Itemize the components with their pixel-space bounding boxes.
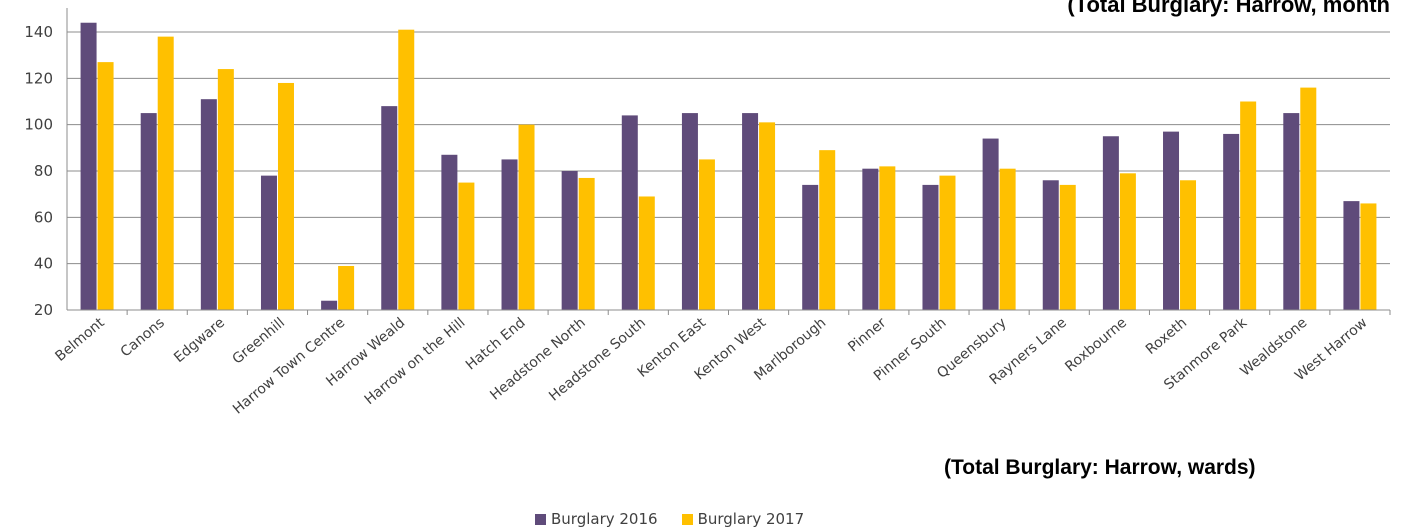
x-tick-label: Roxeth <box>1143 315 1190 358</box>
bar-2017 <box>157 36 174 311</box>
bar-2017 <box>1300 87 1317 310</box>
bar-2017 <box>398 29 415 311</box>
bar-2016 <box>982 138 999 310</box>
x-tick-label: Greenhill <box>230 315 289 368</box>
bar-2016 <box>260 175 277 310</box>
bar-2016 <box>441 154 458 310</box>
legend-item-2016: Burglary 2016 <box>535 510 658 528</box>
x-tick-label: Belmont <box>52 314 108 364</box>
legend-label-2016: Burglary 2016 <box>551 510 658 528</box>
bar-2017 <box>578 177 595 310</box>
bar-2016 <box>140 113 157 310</box>
bar-2017 <box>999 168 1016 310</box>
legend-item-2017: Burglary 2017 <box>681 510 805 528</box>
bar-2017 <box>759 122 776 310</box>
bar-2016 <box>681 113 698 310</box>
bar-2016 <box>1223 133 1240 310</box>
bar-2016 <box>1042 180 1059 310</box>
bar-2016 <box>621 115 638 311</box>
bar-2017 <box>217 69 234 310</box>
bar-2016 <box>501 159 518 310</box>
y-axis: 20 40 60 80 100 120 140 <box>24 8 68 319</box>
bar-2017 <box>1180 180 1197 310</box>
y-tick-label: 120 <box>24 69 53 87</box>
legend-label-2017: Burglary 2017 <box>697 510 805 528</box>
bar-2016 <box>1283 113 1300 310</box>
bar-2017 <box>638 196 655 310</box>
bar-2016 <box>1343 201 1360 310</box>
x-tick-label: Pinner <box>845 315 889 356</box>
bar-2017 <box>97 62 114 310</box>
bar-2017 <box>698 159 715 310</box>
bar-2016 <box>381 106 398 310</box>
bar-2017 <box>1059 184 1076 310</box>
y-tick-label: 40 <box>34 255 53 273</box>
bar-2017 <box>879 166 896 310</box>
bar-2016 <box>922 184 939 310</box>
x-tick-label: Canons <box>118 315 168 361</box>
legend-swatch-2017 <box>681 513 693 525</box>
bar-2017 <box>1119 173 1136 310</box>
legend: Burglary 2016 Burglary 2017 <box>535 510 828 528</box>
bar-2017 <box>939 175 956 310</box>
y-tick-label: 100 <box>24 116 53 134</box>
bar-2017 <box>458 182 475 310</box>
chart-title: (Total Burglary: Harrow, wards) <box>944 456 1256 479</box>
x-tick-label: Edgware <box>171 315 228 366</box>
x-tick-label: Roxbourne <box>1062 315 1130 375</box>
bar-2016 <box>561 171 578 310</box>
bar-2016 <box>1102 136 1119 310</box>
x-tick-label: Harrow on the Hill <box>362 315 469 408</box>
bar-2016 <box>321 300 338 310</box>
bar-2016 <box>200 99 217 310</box>
bars <box>80 22 1377 311</box>
bar-2016 <box>862 168 879 310</box>
bar-2016 <box>802 184 819 310</box>
bar-2016 <box>742 113 759 310</box>
y-tick-label: 80 <box>34 162 53 180</box>
x-tick-label: Harrow Town Centre <box>230 315 348 418</box>
y-tick-label: 140 <box>24 23 53 41</box>
y-tick-label: 20 <box>34 301 53 319</box>
bar-2017 <box>277 82 294 310</box>
bar-2016 <box>80 22 97 310</box>
bar-2017 <box>1360 203 1377 310</box>
bar-2017 <box>819 150 836 310</box>
chart-title-top: (Total Burglary: Harrow, month <box>1067 0 1390 17</box>
legend-swatch-2016 <box>535 513 546 525</box>
y-tick-label: 60 <box>34 208 53 226</box>
bar-2017 <box>338 265 355 310</box>
bar-2016 <box>1163 131 1180 310</box>
bar-2017 <box>1240 101 1257 310</box>
bar-2017 <box>518 124 535 311</box>
